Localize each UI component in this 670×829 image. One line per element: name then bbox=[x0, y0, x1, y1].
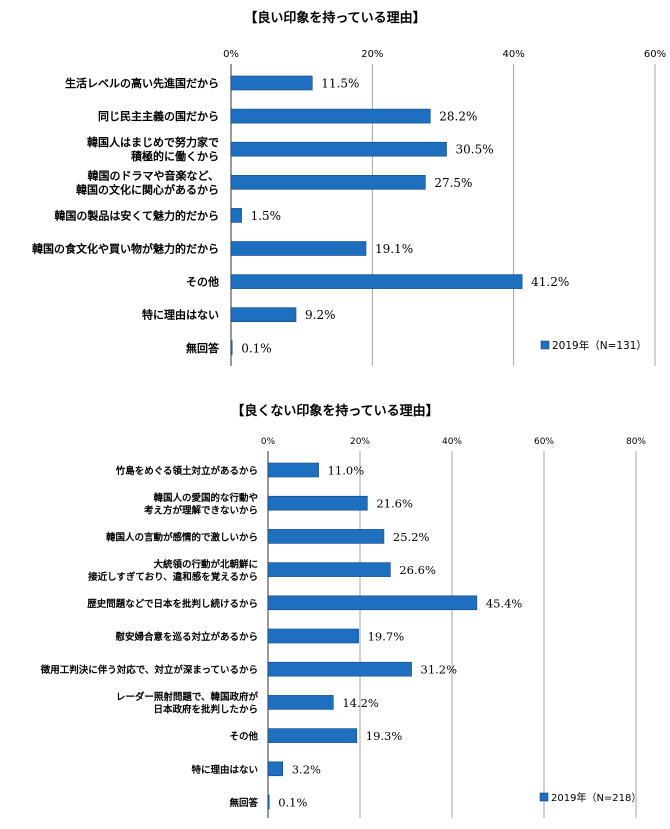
chart2-title: 【良くない印象を持っている理由】 bbox=[231, 403, 438, 419]
chart1-legend-label: 2019年（N=131） bbox=[552, 339, 647, 352]
chart2-bar bbox=[267, 794, 270, 810]
chart1-value-label: 11.5% bbox=[321, 77, 359, 91]
chart2-bar bbox=[267, 462, 319, 478]
chart2-tick-label: 0% bbox=[261, 437, 276, 447]
chart1-category-label: 韓国のドラマや音楽など、韓国の文化に関心があるから bbox=[76, 168, 219, 196]
chart1-value-label: 9.2% bbox=[305, 308, 336, 322]
chart1-title: 【良い印象を持っている理由】 bbox=[244, 10, 425, 26]
chart1-value-label: 19.1% bbox=[375, 242, 413, 256]
chart1-bar bbox=[230, 241, 367, 256]
chart2-value-label: 0.1% bbox=[278, 796, 307, 810]
chart2-value-label: 3.2% bbox=[292, 762, 321, 776]
chart2-category-label: 竹島をめぐる領土対立があるから bbox=[115, 465, 258, 477]
chart1-category-label: 同じ民主主義の国だから bbox=[98, 109, 219, 123]
chart2-category-label: 歴史問題などで日本を批判し続けるから bbox=[87, 598, 258, 610]
chart2-value-label: 19.3% bbox=[366, 729, 403, 743]
chart1-category-label: 韓国人はまじめで努力家で積極的に働くから bbox=[87, 135, 219, 163]
chart2-value-label: 26.6% bbox=[399, 563, 436, 577]
chart2-value-label: 25.2% bbox=[393, 530, 430, 544]
chart2-value-label: 45.4% bbox=[486, 596, 523, 610]
chart2-bar bbox=[267, 562, 391, 577]
chart1-value-label: 0.1% bbox=[241, 341, 272, 355]
chart1-bar bbox=[230, 208, 242, 223]
chart1-value-label: 30.5% bbox=[456, 143, 494, 157]
chart1-category-label: 無回答 bbox=[186, 341, 220, 355]
chart1-value-label: 1.5% bbox=[251, 209, 282, 223]
chart1-value-label: 41.2% bbox=[531, 275, 569, 289]
chart2-value-label: 19.7% bbox=[368, 630, 405, 644]
chart1-category-label: 韓国の製品は安くて魅力的だから bbox=[54, 208, 219, 222]
chart1-category-label: 特に理由はない bbox=[142, 308, 219, 322]
chart2-value-label: 21.6% bbox=[376, 497, 413, 511]
chart2-category-label: その他 bbox=[229, 731, 258, 743]
chart2-tick-label: 40% bbox=[442, 437, 462, 447]
chart2-tick-label: 60% bbox=[534, 437, 554, 447]
chart2-category-label: 慰安婦合意を巡る対立があるから bbox=[115, 631, 258, 643]
chart1-category-label: 生活レベルの高い先進国だから bbox=[65, 76, 219, 90]
chart1-value-label: 27.5% bbox=[434, 176, 472, 190]
chart2-legend-swatch bbox=[539, 792, 549, 802]
chart2-category-label: レーダー照射問題で、韓国政府が日本政府を批判したから bbox=[116, 691, 259, 716]
chart1-value-label: 28.2% bbox=[439, 110, 477, 124]
chart1-category-label: その他 bbox=[186, 275, 219, 289]
chart2-category-label: 大統領の行動が北朝鮮に接近しすぎており、違和感を覚えるから bbox=[88, 558, 258, 583]
chart1-tick-label: 60% bbox=[644, 49, 666, 60]
chart2-bar bbox=[267, 761, 284, 777]
chart2-bar bbox=[267, 661, 412, 677]
chart1-tick-label: 20% bbox=[361, 49, 383, 60]
chart2-category-label: 徴用工判決に伴う対応で、対立が深まっているから bbox=[40, 664, 258, 676]
chart2-bar bbox=[267, 495, 368, 511]
chart2-value-label: 11.0% bbox=[328, 464, 365, 478]
chart2-legend-label: 2019年（N=218） bbox=[551, 791, 641, 804]
chart1-bar bbox=[230, 175, 426, 190]
chart1-bar bbox=[230, 75, 313, 91]
chart2-bar bbox=[267, 595, 478, 611]
chart1-category-label: 韓国の食文化や買い物が魅力的だから bbox=[32, 242, 219, 256]
chart2-category-label: 特に理由はない bbox=[191, 764, 258, 776]
chart1-bar bbox=[230, 141, 447, 157]
chart2-tick-label: 20% bbox=[350, 437, 370, 447]
chart1-legend-swatch bbox=[540, 340, 550, 350]
chart2-category-label: 韓国人の愛国的な行動や考え方が理解できないから bbox=[144, 492, 258, 517]
chart2-value-label: 14.2% bbox=[342, 696, 379, 710]
chart2-bar bbox=[267, 728, 358, 743]
chart2-bar bbox=[267, 628, 359, 644]
chart1-tick-label: 0% bbox=[223, 49, 239, 60]
chart2-bar bbox=[267, 529, 385, 544]
chart1-bar bbox=[230, 307, 297, 323]
chart2-bar bbox=[267, 695, 334, 710]
chart2-value-label: 31.2% bbox=[421, 663, 458, 677]
chart2-tick-label: 80% bbox=[626, 437, 646, 447]
chart2-category-label: 韓国人の言動が感情的で激しいから bbox=[106, 531, 258, 543]
chart1-tick-label: 40% bbox=[503, 49, 525, 60]
chart1-bar bbox=[230, 274, 523, 289]
chart1-bar bbox=[230, 108, 431, 124]
chart2-category-label: 無回答 bbox=[229, 797, 258, 809]
chart1-bar bbox=[230, 340, 233, 356]
